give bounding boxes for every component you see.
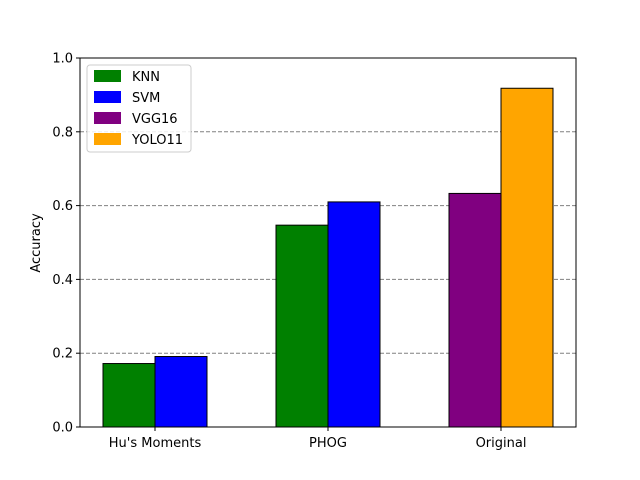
y-tick-label: 0.2	[52, 347, 73, 362]
bar-yolo11	[500, 87, 554, 428]
x-tick-label: Original	[476, 436, 527, 451]
legend-label: SVM	[132, 91, 160, 106]
y-tick-label: 0.8	[52, 125, 73, 140]
x-tick-label: Hu's Moments	[109, 436, 202, 451]
y-tick-label: 0.0	[52, 421, 73, 436]
y-tick-label: 0.6	[52, 199, 73, 214]
legend: KNN SVM VGG16 YOLO11	[86, 64, 192, 153]
y-tick-label: 0.4	[52, 273, 73, 288]
y-tick-label: 1.0	[52, 52, 73, 67]
legend-swatch	[94, 112, 121, 124]
bar-vgg16	[448, 192, 502, 428]
x-tick-label: PHOG	[309, 436, 347, 451]
bar-svm	[154, 356, 208, 428]
legend-box	[86, 64, 192, 153]
legend-swatch	[94, 133, 121, 145]
bar-knn	[275, 224, 329, 428]
bar-knn	[102, 363, 156, 428]
bar-svm	[327, 201, 381, 428]
legend-label: YOLO11	[131, 133, 183, 148]
y-axis-title: Accuracy	[29, 213, 44, 273]
y-axis: 0.0 0.2 0.4 0.6 0.8 1.0	[52, 52, 80, 436]
legend-swatch	[94, 91, 121, 103]
legend-swatch	[94, 70, 121, 82]
x-axis: Hu's Moments PHOG Original	[109, 427, 527, 451]
legend-label: KNN	[132, 70, 160, 85]
legend-label: VGG16	[132, 112, 178, 127]
